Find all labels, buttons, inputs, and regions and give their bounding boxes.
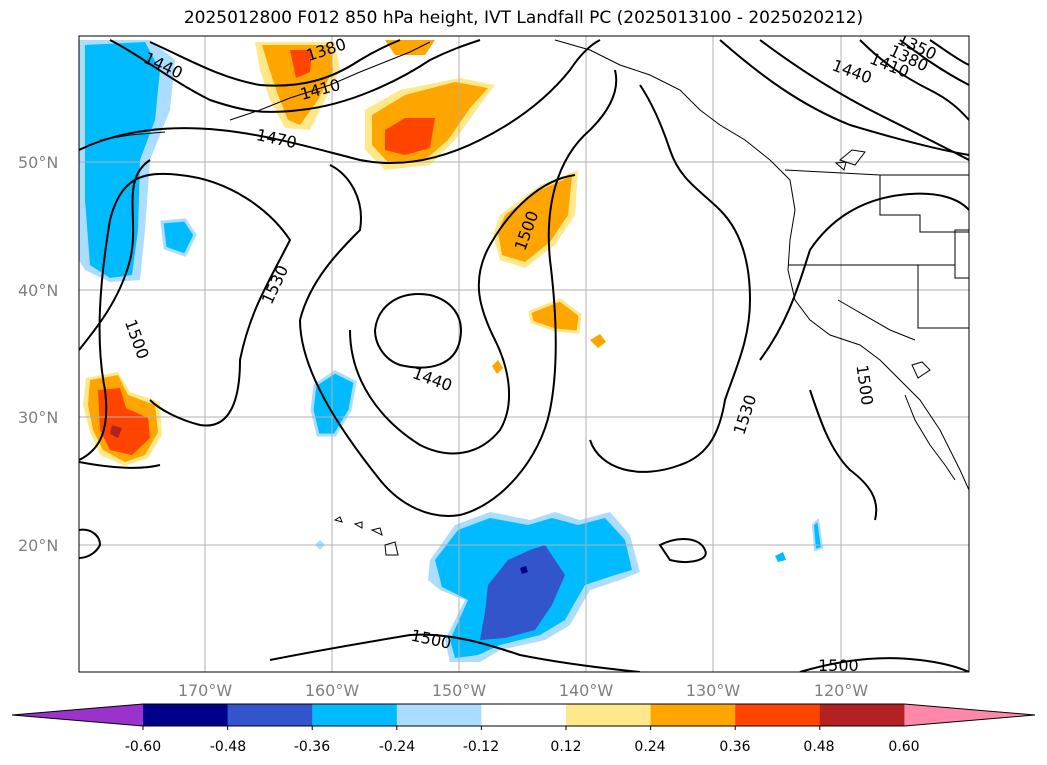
lat-label-50: 50°N <box>18 153 58 172</box>
colorbar-segment <box>819 704 905 726</box>
lat-label-40: 40°N <box>18 281 58 300</box>
contour-label: 1500 <box>409 626 453 653</box>
contour-label: 1500 <box>852 364 876 407</box>
lon-label-130w: 130°W <box>686 681 741 700</box>
contour-label: 1440 <box>410 363 455 395</box>
colorbar-tick-label: -0.48 <box>210 739 246 755</box>
colorbar-tick-label: 0.24 <box>634 739 665 755</box>
colorbar-segment <box>143 704 229 726</box>
colorbar-tick-label: -0.12 <box>463 739 499 755</box>
colorbar-tick-label: -0.60 <box>125 739 161 755</box>
colorbar-tick-label: -0.36 <box>294 739 330 755</box>
colorbar-segment <box>481 704 567 726</box>
lon-label-140w: 140°W <box>559 681 614 700</box>
colorbar-segment <box>735 704 821 726</box>
shading-layer <box>79 40 824 662</box>
colorbar-segment <box>227 704 313 726</box>
plot-frame <box>78 35 970 673</box>
contour-label: 1500 <box>818 656 859 675</box>
lat-label-20: 20°N <box>18 536 58 555</box>
contour-label: 1530 <box>258 262 292 307</box>
colorbar-tick-label: -0.24 <box>379 739 415 755</box>
colorbar-segment <box>396 704 482 726</box>
colorbar-segment <box>312 704 398 726</box>
colorbar <box>11 703 1036 730</box>
lon-label-170w: 170°W <box>178 681 233 700</box>
colorbar-ticks: -0.60 -0.48 -0.36 -0.24 -0.12 0.12 0.24 … <box>125 739 920 755</box>
colorbar-tick-label: 0.60 <box>888 739 919 755</box>
latitude-labels: 50°N 40°N 30°N 20°N <box>18 153 58 555</box>
coastlines <box>99 39 969 556</box>
colorbar-extend-high <box>904 704 1035 726</box>
lon-label-120w: 120°W <box>814 681 869 700</box>
lon-label-160w: 160°W <box>305 681 360 700</box>
contour-label: 1440 <box>830 56 875 88</box>
contour-label: 1470 <box>255 125 299 152</box>
colorbar-tick-label: 0.36 <box>719 739 750 755</box>
lat-label-30: 30°N <box>18 408 58 427</box>
colorbar-segment <box>566 704 652 726</box>
map-title: 2025012800 F012 850 hPa height, IVT Land… <box>183 8 864 28</box>
colorbar-tick-label: 0.48 <box>803 739 834 755</box>
contour-label: 1500 <box>121 317 153 362</box>
longitude-labels: 170°W 160°W 150°W 140°W 130°W 120°W <box>178 681 869 700</box>
lon-label-150w: 150°W <box>432 681 487 700</box>
colorbar-tick-label: 0.12 <box>550 739 581 755</box>
colorbar-segment <box>650 704 736 726</box>
colorbar-extend-low <box>12 704 143 726</box>
height-contours <box>79 39 969 672</box>
